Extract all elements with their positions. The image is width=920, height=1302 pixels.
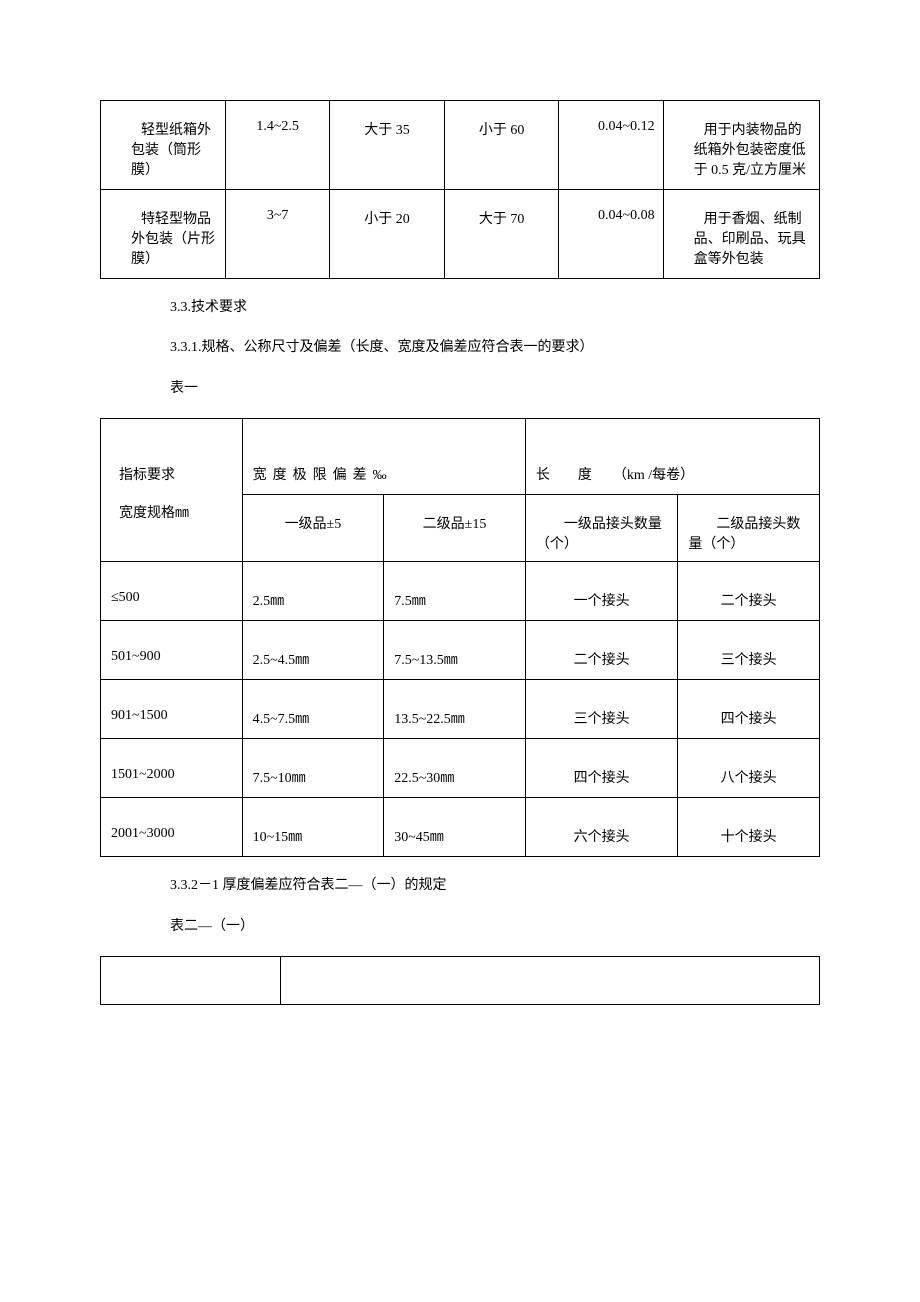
subheader-cell: 一级品接头数量（个） [525, 495, 678, 562]
table-row: ≤500 2.5㎜ 7.5㎜ 一个接头 二个接头 [101, 562, 820, 621]
cell-value: 0.04~0.08 [559, 190, 663, 279]
cell-range: ≤500 [101, 562, 243, 621]
cell-value: 八个接头 [678, 739, 820, 798]
cell-value: 三个接头 [678, 621, 820, 680]
cell-value: 六个接头 [525, 798, 678, 857]
header-label: 宽度规格㎜ [111, 502, 232, 522]
cell-range: 1501~2000 [101, 739, 243, 798]
cell-value: 二个接头 [525, 621, 678, 680]
cell-name: 轻型纸箱外包装（筒形膜） [101, 101, 226, 190]
table-row: 1501~2000 7.5~10㎜ 22.5~30㎜ 四个接头 八个接头 [101, 739, 820, 798]
cell-value: 2.5㎜ [242, 562, 384, 621]
header-group-length: 长 度 （km /每卷） [525, 419, 819, 495]
cell-value: 22.5~30㎜ [384, 739, 526, 798]
table-row: 501~900 2.5~4.5㎜ 7.5~13.5㎜ 二个接头 三个接头 [101, 621, 820, 680]
cell-value: 10~15㎜ [242, 798, 384, 857]
table-caption: 表一 [170, 378, 820, 400]
cell-note: 用于香烟、纸制品、印刷品、玩具盒等外包装 [663, 190, 819, 279]
film-type-table: 轻型纸箱外包装（筒形膜） 1.4~2.5 大于 35 小于 60 0.04~0.… [100, 100, 820, 279]
cell-value: 13.5~22.5㎜ [384, 680, 526, 739]
cell-value: 小于 20 [330, 190, 445, 279]
table-row: 特轻型物品外包装（片形膜） 3~7 小于 20 大于 70 0.04~0.08 … [101, 190, 820, 279]
cell-value: 大于 35 [330, 101, 445, 190]
section-heading: 3.3.1.规格、公称尺寸及偏差（长度、宽度及偏差应符合表一的要求） [170, 337, 820, 359]
cell-value: 一个接头 [525, 562, 678, 621]
cell-value: 4.5~7.5㎜ [242, 680, 384, 739]
cell-empty [281, 956, 820, 1004]
spec-deviation-table: 指标要求 宽度规格㎜ 宽度极限偏差‰ 长 度 （km /每卷） 一级品±5 二级… [100, 418, 820, 857]
cell-range: 2001~3000 [101, 798, 243, 857]
header-group-width: 宽度极限偏差‰ [242, 419, 525, 495]
cell-note: 用于内装物品的纸箱外包装密度低于 0.5 克/立方厘米 [663, 101, 819, 190]
cell-value: 四个接头 [678, 680, 820, 739]
table-row: 901~1500 4.5~7.5㎜ 13.5~22.5㎜ 三个接头 四个接头 [101, 680, 820, 739]
cell-range: 501~900 [101, 621, 243, 680]
cell-value: 三个接头 [525, 680, 678, 739]
cell-value: 2.5~4.5㎜ [242, 621, 384, 680]
cell-range: 901~1500 [101, 680, 243, 739]
cell-value: 30~45㎜ [384, 798, 526, 857]
section-heading: 3.3.2－1 厚度偏差应符合表二—（一）的规定 [170, 875, 820, 897]
table-row [101, 956, 820, 1004]
cell-value: 0.04~0.12 [559, 101, 663, 190]
cell-name: 特轻型物品外包装（片形膜） [101, 190, 226, 279]
cell-value: 1.4~2.5 [226, 101, 330, 190]
table-caption: 表二—（一） [170, 916, 820, 938]
cell-value: 大于 70 [444, 190, 559, 279]
subheader-cell: 二级品接头数量（个） [678, 495, 820, 562]
cell-value: 7.5~10㎜ [242, 739, 384, 798]
header-label: 指标要求 [111, 464, 232, 484]
cell-value: 7.5~13.5㎜ [384, 621, 526, 680]
table-header-row: 指标要求 宽度规格㎜ 宽度极限偏差‰ 长 度 （km /每卷） [101, 419, 820, 495]
cell-value: 四个接头 [525, 739, 678, 798]
cell-value: 十个接头 [678, 798, 820, 857]
table-row: 轻型纸箱外包装（筒形膜） 1.4~2.5 大于 35 小于 60 0.04~0.… [101, 101, 820, 190]
cell-value: 小于 60 [444, 101, 559, 190]
cell-value: 3~7 [226, 190, 330, 279]
cell-value: 7.5㎜ [384, 562, 526, 621]
subheader-cell: 二级品±15 [384, 495, 526, 562]
subheader-cell: 一级品±5 [242, 495, 384, 562]
header-corner: 指标要求 宽度规格㎜ [101, 419, 243, 562]
thickness-deviation-table [100, 956, 820, 1005]
cell-empty [101, 956, 281, 1004]
section-heading: 3.3.技术要求 [170, 297, 820, 319]
cell-value: 二个接头 [678, 562, 820, 621]
table-row: 2001~3000 10~15㎜ 30~45㎜ 六个接头 十个接头 [101, 798, 820, 857]
